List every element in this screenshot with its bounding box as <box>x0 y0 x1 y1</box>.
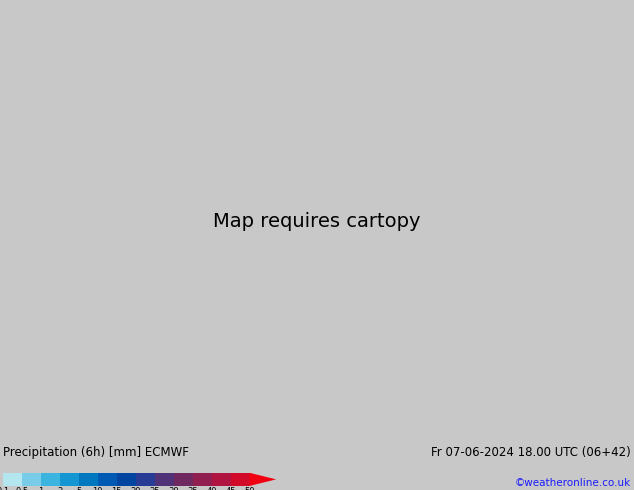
Bar <box>22 473 41 486</box>
Text: 0.1: 0.1 <box>0 487 10 490</box>
Bar <box>136 473 155 486</box>
Text: 25: 25 <box>150 487 160 490</box>
Text: Map requires cartopy: Map requires cartopy <box>213 212 421 231</box>
Bar <box>231 473 250 486</box>
Text: 45: 45 <box>225 487 236 490</box>
Bar <box>174 473 193 486</box>
Text: 1: 1 <box>38 487 44 490</box>
Text: 2: 2 <box>57 487 63 490</box>
Text: 10: 10 <box>93 487 103 490</box>
Bar <box>193 473 212 486</box>
Bar <box>117 473 136 486</box>
Bar <box>98 473 117 486</box>
Text: 0.5: 0.5 <box>15 487 29 490</box>
Text: 35: 35 <box>187 487 198 490</box>
Text: 15: 15 <box>112 487 122 490</box>
Polygon shape <box>250 473 276 486</box>
Bar <box>155 473 174 486</box>
Bar <box>41 473 60 486</box>
Bar <box>79 473 98 486</box>
Bar <box>3 473 22 486</box>
Text: ©weatheronline.co.uk: ©weatheronline.co.uk <box>515 478 631 488</box>
Text: 20: 20 <box>131 487 141 490</box>
Text: Precipitation (6h) [mm] ECMWF: Precipitation (6h) [mm] ECMWF <box>3 446 189 460</box>
Text: 5: 5 <box>76 487 82 490</box>
Bar <box>60 473 79 486</box>
Text: Fr 07-06-2024 18.00 UTC (06+42): Fr 07-06-2024 18.00 UTC (06+42) <box>431 446 631 460</box>
Text: 40: 40 <box>207 487 217 490</box>
Text: 30: 30 <box>169 487 179 490</box>
Bar <box>212 473 231 486</box>
Text: 50: 50 <box>244 487 255 490</box>
